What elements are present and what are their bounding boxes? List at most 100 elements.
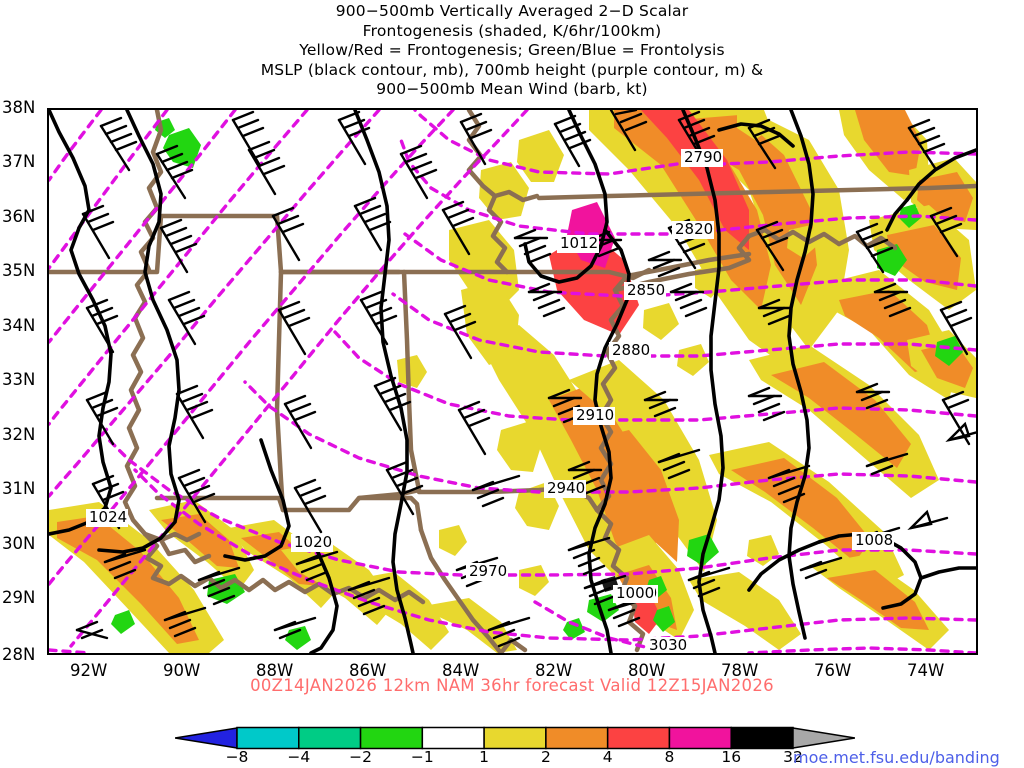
y-axis-label-34n: 34N	[2, 316, 36, 335]
contour-label-bg	[291, 534, 333, 552]
x-tick-90w	[189, 653, 192, 655]
colorbar-tick: 16	[721, 748, 742, 766]
colorbar-swatch[interactable]	[236, 726, 300, 750]
y-axis-label-37n: 37N	[2, 152, 36, 171]
height-contour-label: 2850	[627, 281, 665, 299]
x-axis-label-78w: 78W	[721, 661, 759, 680]
colorbar-tick: 32	[783, 748, 803, 766]
y-axis-label-28n: 28N	[2, 645, 36, 664]
y-axis-label-38n: 38N	[2, 98, 36, 117]
colorbar-tick: 4	[602, 748, 613, 766]
x-tick-76w	[840, 653, 843, 655]
colorbar-over-arrow	[792, 727, 855, 749]
colorbar-swatch[interactable]	[359, 726, 424, 750]
contour-label-bg	[609, 342, 651, 360]
x-axis-label-86w: 86W	[349, 661, 387, 680]
y-tick-29n	[47, 600, 49, 603]
y-axis-label-29n: 29N	[2, 588, 36, 607]
frontogenesis-shading-layer	[49, 110, 976, 653]
source-watermark: moe.met.fsu.edu/banding	[793, 748, 1000, 767]
y-tick-36n	[47, 219, 49, 222]
contour-label-bg	[573, 407, 615, 425]
height-contour-label: 2940	[547, 479, 585, 497]
title-line-2: Frontogenesis (shaded, K/6hr/100km)	[362, 21, 662, 40]
height-contour-label: 2880	[612, 341, 650, 359]
y-axis-label-31n: 31N	[2, 479, 36, 498]
height-contour-label: 2820	[675, 220, 713, 238]
height-contour-label: 2910	[576, 406, 614, 424]
x-axis-label-74w: 74W	[907, 661, 945, 680]
mslp-contour-label: 1012	[560, 234, 598, 252]
contour-label-bg	[672, 221, 714, 239]
colorbar[interactable]: −8 −4 −2 −1 1 2 4 8 16 32	[175, 722, 855, 768]
x-axis-label-90w: 90W	[163, 661, 201, 680]
x-axis-label-84w: 84W	[442, 661, 480, 680]
colorbar-swatch[interactable]	[421, 726, 485, 750]
x-tick-78w	[747, 653, 750, 655]
mslp-contours-layer	[49, 110, 976, 653]
colorbar-tick: −8	[225, 748, 249, 766]
x-tick-86w	[375, 653, 378, 655]
y-tick-35n	[47, 273, 49, 276]
x-axis-label-92w: 92W	[70, 661, 108, 680]
y-tick-30n	[47, 545, 49, 548]
y-tick-33n	[47, 382, 49, 385]
mslp-contour-label: 1024	[89, 508, 127, 526]
colorbar-swatch[interactable]	[668, 726, 732, 750]
colorbar-tick: 1	[479, 748, 490, 766]
x-tick-92w	[96, 653, 99, 655]
map-canvas: 2790282028502880291029402970300030301024…	[49, 110, 976, 653]
x-tick-82w	[561, 653, 564, 655]
mslp-contour-label: 1000	[616, 584, 654, 602]
height-contour-label: 2790	[684, 148, 722, 166]
y-tick-32n	[47, 436, 49, 439]
contour-label-bg	[613, 585, 655, 603]
x-tick-84w	[468, 653, 471, 655]
wind-barbs-layer	[75, 110, 976, 648]
contour-label-bg	[624, 282, 666, 300]
colorbar-swatch[interactable]	[545, 726, 609, 750]
title-line-1: 900−500mb Vertically Averaged 2−D Scalar	[335, 2, 689, 20]
colorbar-swatch[interactable]	[483, 726, 547, 750]
x-tick-88w	[282, 653, 285, 655]
y-axis-label-33n: 33N	[2, 370, 36, 389]
x-axis-label-88w: 88W	[256, 661, 294, 680]
map-plot-area[interactable]: 2790282028502880291029402970300030301024…	[47, 108, 978, 655]
y-tick-34n	[47, 328, 49, 331]
y-axis-label-32n: 32N	[2, 425, 36, 444]
x-axis-label-80w: 80W	[628, 661, 666, 680]
colorbar-tick: −1	[410, 748, 434, 766]
contour-labels-layer: 2790282028502880291029402970300030301024…	[86, 148, 894, 653]
mslp-contour-label: 1008	[855, 531, 893, 549]
x-axis-label-76w: 76W	[814, 661, 852, 680]
contour-label-bg	[852, 532, 894, 550]
height-contours-layer	[49, 110, 976, 653]
mslp-contour-label: 1020	[294, 533, 332, 551]
y-axis-label-35n: 35N	[2, 261, 36, 280]
y-tick-31n	[47, 491, 49, 494]
contour-label-bg	[557, 235, 599, 253]
height-contour-label: 3030	[649, 636, 687, 653]
colorbar-swatch[interactable]	[606, 726, 671, 750]
y-axis-label-36n: 36N	[2, 207, 36, 226]
forecast-caption: 00Z14JAN2026 12km NAM 36hr forecast Vali…	[250, 676, 774, 695]
contour-label-bg	[466, 563, 508, 581]
colorbar-swatch[interactable]	[298, 726, 362, 750]
x-axis-label-82w: 82W	[535, 661, 573, 680]
colorbar-tick: 8	[664, 748, 675, 766]
title-line-4: MSLP (black contour, mb), 700mb height (…	[260, 60, 764, 79]
colorbar-swatch[interactable]	[730, 726, 794, 750]
contour-label-bg	[86, 509, 128, 527]
title-line-5: 900−500mb Mean Wind (barb, kt)	[376, 80, 648, 98]
height-contour-label: 2970	[469, 562, 507, 580]
colorbar-swatches[interactable]	[175, 726, 855, 750]
y-axis-label-30n: 30N	[2, 534, 36, 553]
title-line-3: Yellow/Red = Frontogenesis; Green/Blue =…	[299, 41, 725, 59]
colorbar-tick: −4	[287, 748, 311, 766]
chart-title: 900−500mb Vertically Averaged 2−D Scalar…	[0, 2, 1024, 100]
contour-label-bg	[646, 637, 688, 653]
x-tick-74w	[934, 653, 937, 655]
colorbar-tick: −2	[349, 748, 372, 766]
colorbar-under-arrow	[175, 727, 238, 749]
x-tick-80w	[654, 653, 657, 655]
